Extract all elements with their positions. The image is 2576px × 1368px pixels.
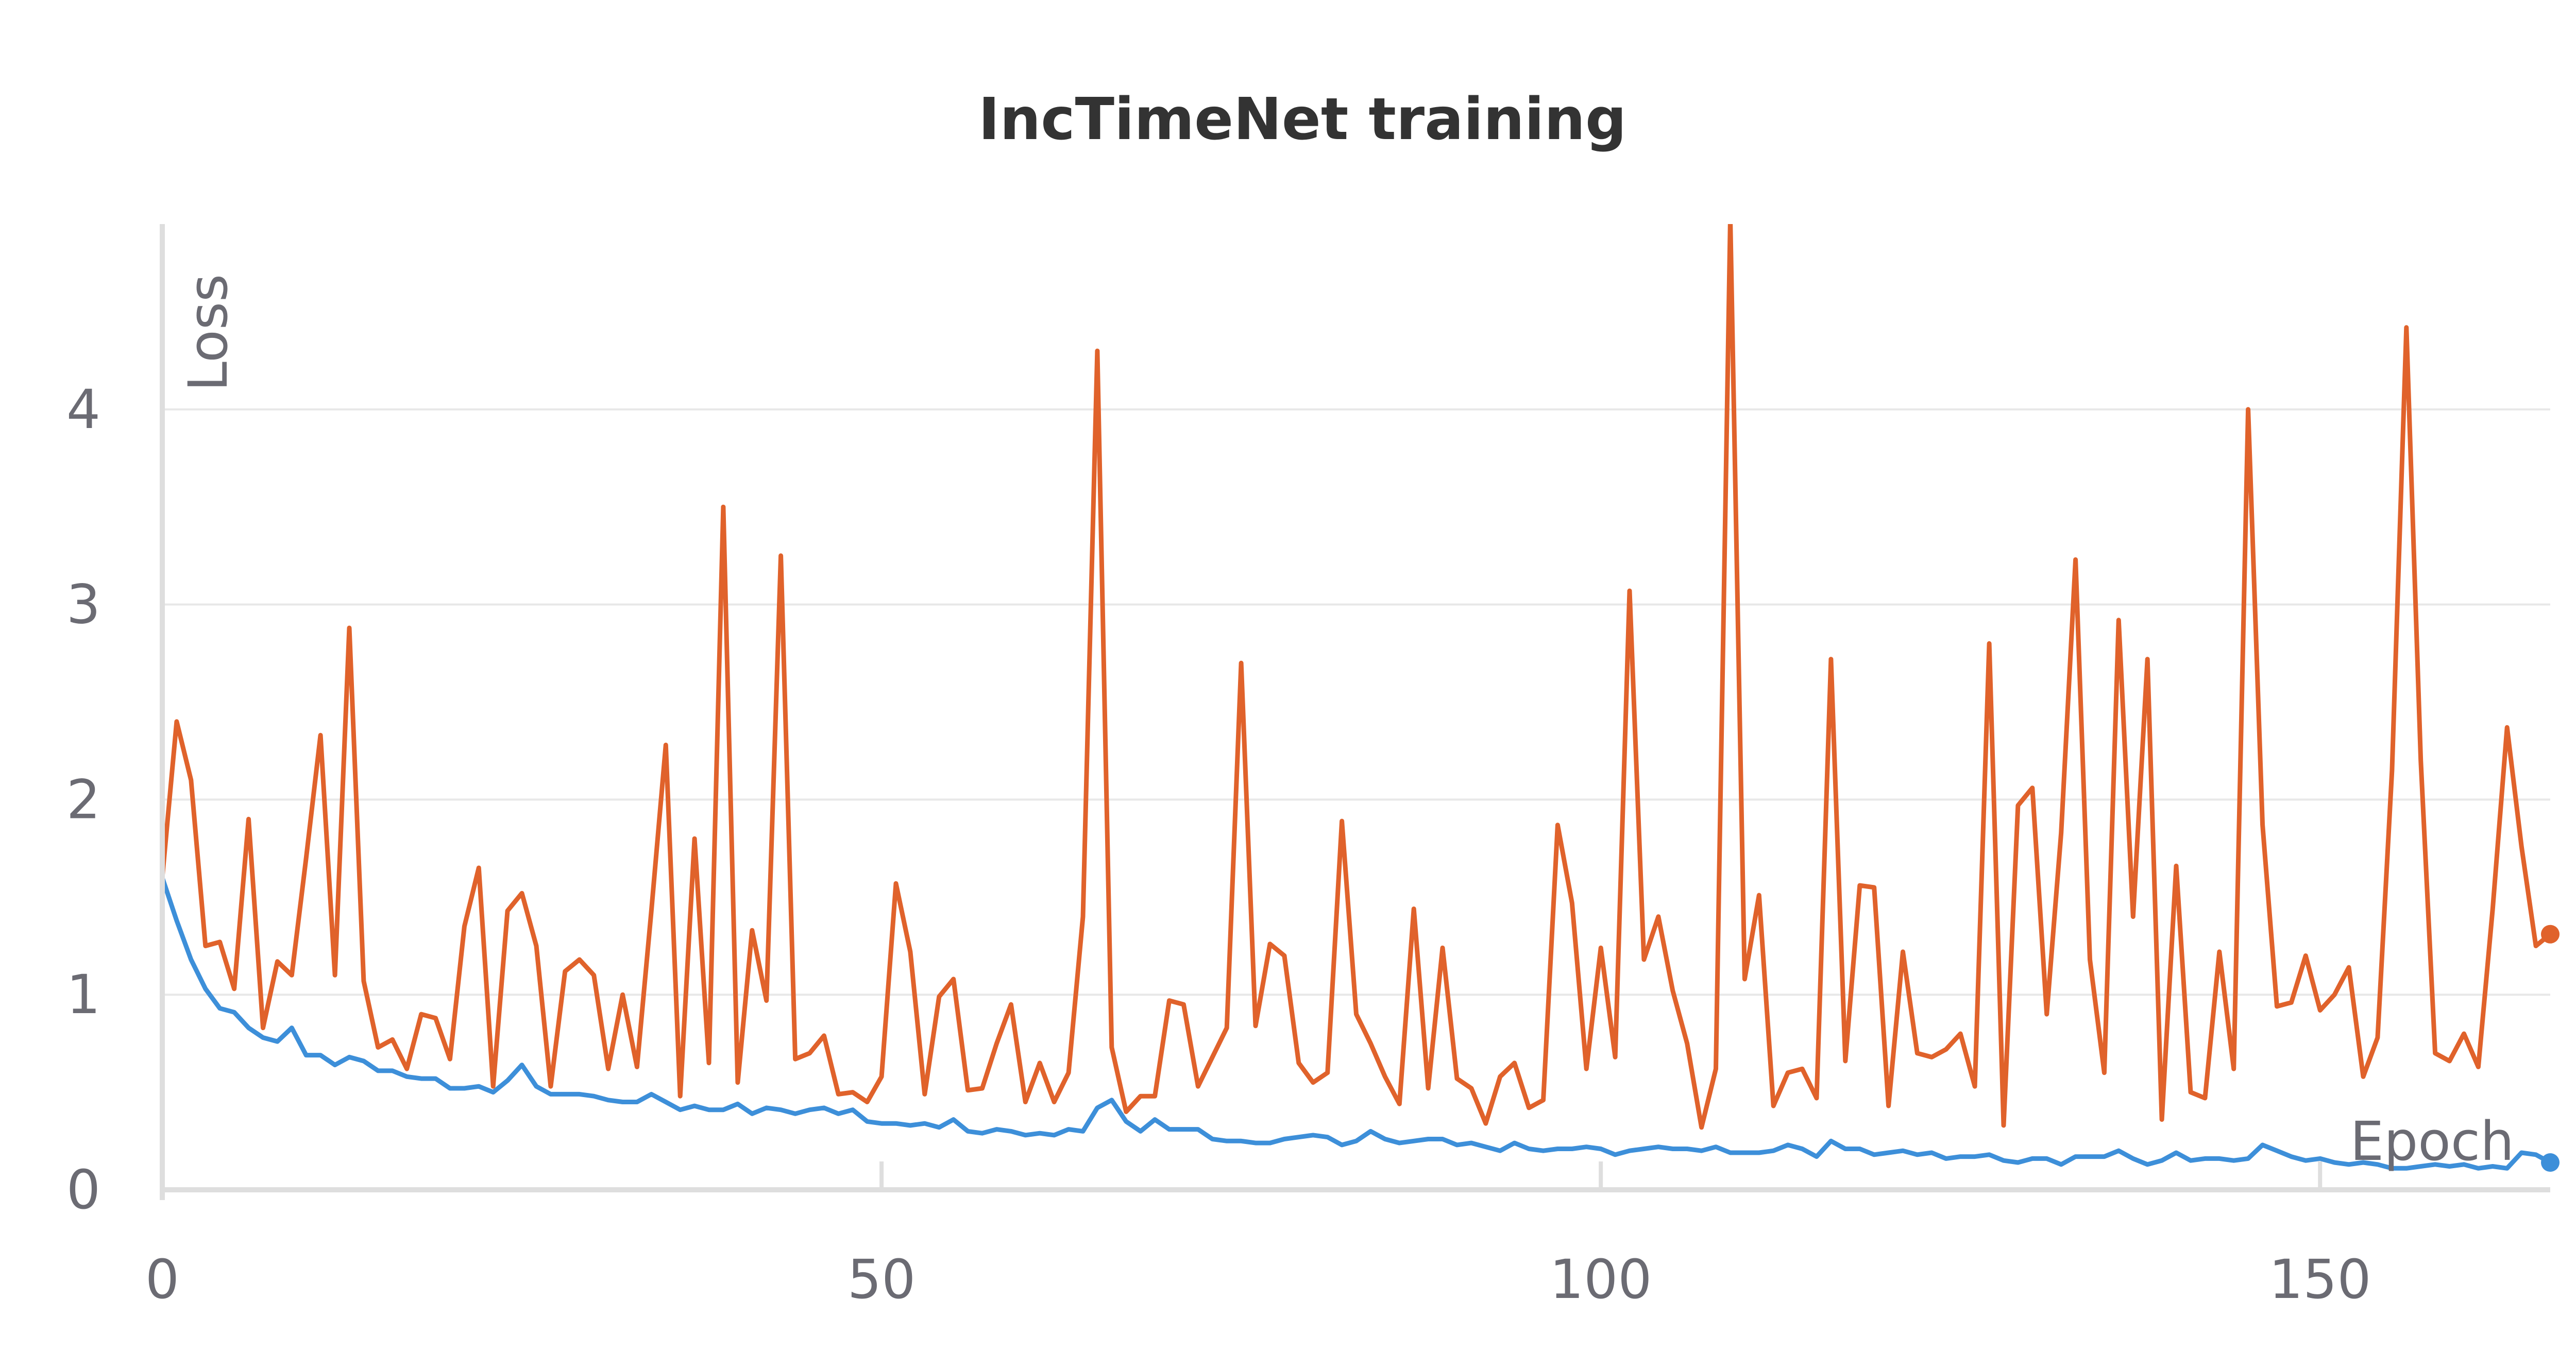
y-tick-label: 2 [66,768,100,831]
chart-title: IncTimeNet training [978,86,1626,153]
x-tick-label: 100 [1550,1248,1652,1311]
x-axis-label: Epoch [2350,1110,2514,1173]
x-tick-label: 150 [2269,1248,2371,1311]
y-tick-label: 1 [66,963,100,1026]
grid-lines [162,408,2550,996]
y-tick-label: 3 [66,573,100,636]
x-tick-label: 50 [848,1248,916,1311]
series-end-point-blue [2541,1153,2560,1172]
y-tick-label: 4 [66,378,100,441]
series-line-orange [160,224,2552,1130]
axes [160,224,2550,1200]
x-tick-label: 0 [145,1248,179,1311]
tick-labels: 0 1 2 3 4 0 50 100 150 [66,378,2371,1311]
y-tick-label: 0 [66,1158,100,1221]
series-lines [160,224,2560,1172]
series-end-point-orange [2541,925,2560,944]
y-axis-label: Loss [177,274,240,391]
series-line-blue [160,877,2552,1171]
